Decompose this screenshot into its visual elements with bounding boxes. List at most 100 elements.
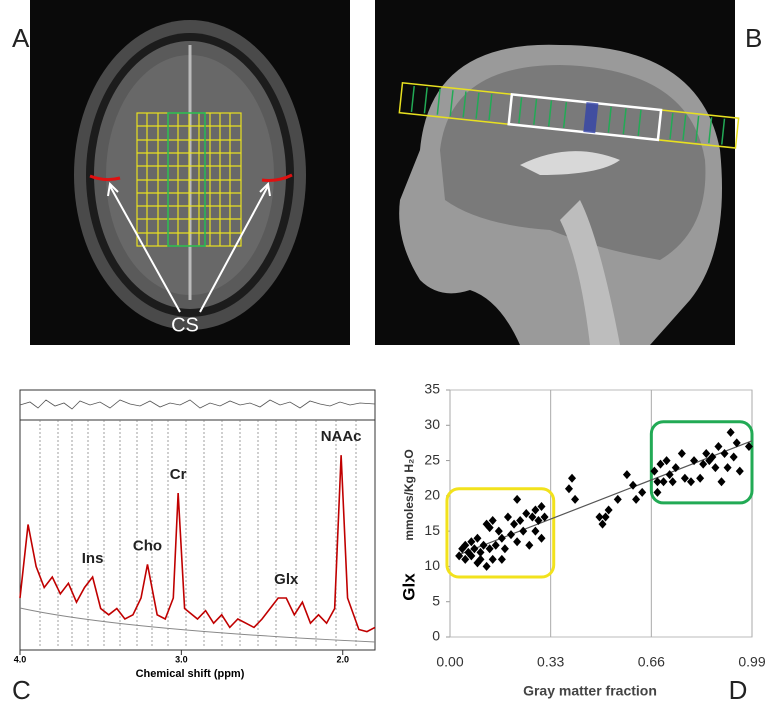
data-point (680, 473, 689, 483)
x-tick-label: 3.0 (175, 654, 188, 664)
data-point (564, 484, 573, 494)
data-point (494, 526, 503, 536)
x-tick-label: 0.00 (436, 654, 463, 670)
spectrum-frame (19, 389, 376, 651)
data-point (476, 547, 485, 557)
data-point (653, 487, 662, 497)
data-point (702, 449, 711, 459)
data-point (696, 473, 705, 483)
data-point (629, 480, 638, 490)
x-tick-label: 4.0 (14, 654, 27, 664)
y-tick-label: 15 (424, 522, 440, 538)
data-point (604, 505, 613, 515)
data-point (744, 441, 753, 451)
data-point (513, 494, 522, 504)
data-point (653, 477, 662, 487)
data-point (497, 533, 506, 543)
annotation: CS (171, 314, 199, 336)
y-tick-label: 5 (432, 592, 440, 608)
data-point (473, 533, 482, 543)
data-point (537, 501, 546, 511)
data-point (601, 512, 610, 522)
data-point (467, 551, 476, 561)
data-point (513, 537, 522, 547)
data-point (598, 519, 607, 529)
y-tick-label: 25 (424, 451, 440, 467)
peak-label: NAAc (321, 428, 362, 445)
x-tick-label: 0.99 (738, 654, 765, 670)
y-tick-label: 10 (424, 557, 440, 573)
data-point (729, 452, 738, 462)
panel-label: B (745, 23, 762, 53)
data-point (662, 456, 671, 466)
y-tick-label: 35 (424, 381, 440, 397)
data-point (500, 544, 509, 554)
data-point (534, 516, 543, 526)
data-point (638, 487, 647, 497)
y-tick-label: 30 (424, 416, 440, 432)
data-point (735, 466, 744, 476)
data-point (732, 438, 741, 448)
axial-mri: CS (30, 0, 350, 345)
data-point (516, 516, 525, 526)
data-point (690, 456, 699, 466)
data-point (510, 519, 519, 529)
data-point (522, 509, 531, 518)
data-point (699, 459, 708, 469)
x-axis-label: Chemical shift (ppm) (136, 668, 245, 680)
x-tick-label: 2.0 (336, 654, 349, 664)
data-point (455, 551, 464, 561)
data-point (485, 544, 494, 554)
data-point (470, 544, 479, 554)
data-point (482, 561, 491, 571)
data-point (540, 512, 549, 522)
data-point (632, 494, 641, 504)
data-point (708, 452, 717, 462)
data-point (531, 526, 540, 536)
data-point (485, 523, 494, 533)
data-point (488, 516, 497, 526)
data-point (622, 470, 631, 480)
data-point (488, 554, 497, 564)
data-point (531, 505, 540, 515)
data-point (476, 554, 485, 564)
data-point (571, 494, 580, 504)
data-point (711, 463, 720, 473)
panel-label: A (12, 23, 30, 53)
data-point (461, 554, 470, 564)
data-point (519, 526, 528, 536)
data-point (717, 477, 726, 487)
plot-frame (449, 389, 753, 638)
peak-label: Cho (133, 537, 162, 554)
data-point (525, 540, 534, 550)
data-point (479, 540, 488, 550)
data-point (726, 427, 735, 437)
data-point (507, 530, 516, 540)
x-axis-label: Gray matter fraction (523, 683, 657, 699)
x-tick-label: 0.33 (537, 654, 564, 670)
y-axis-label: Glx mmoles/Kg H₂O (399, 449, 418, 600)
y-tick-label: 0 (432, 628, 440, 644)
data-point (665, 470, 674, 480)
data-point (714, 441, 723, 451)
data-point (461, 540, 470, 550)
data-point (467, 537, 476, 547)
data-point (659, 477, 668, 487)
data-point (503, 512, 512, 522)
x-tick-label: 0.66 (638, 654, 665, 670)
data-point (497, 554, 506, 564)
peak-label: Glx (274, 571, 299, 588)
y-tick-label: 20 (424, 487, 440, 503)
data-point (613, 494, 622, 504)
data-point (528, 512, 537, 522)
peak-label: Cr (170, 466, 187, 483)
y-axis-label-units: mmoles/Kg H₂O (402, 449, 416, 540)
data-point (668, 477, 677, 487)
y-axis-label-main: Glx (399, 573, 418, 601)
data-point (656, 459, 665, 469)
trend-line (455, 440, 753, 557)
highlight-box (649, 420, 754, 505)
data-point (677, 449, 686, 459)
panel-label: D (729, 675, 748, 705)
